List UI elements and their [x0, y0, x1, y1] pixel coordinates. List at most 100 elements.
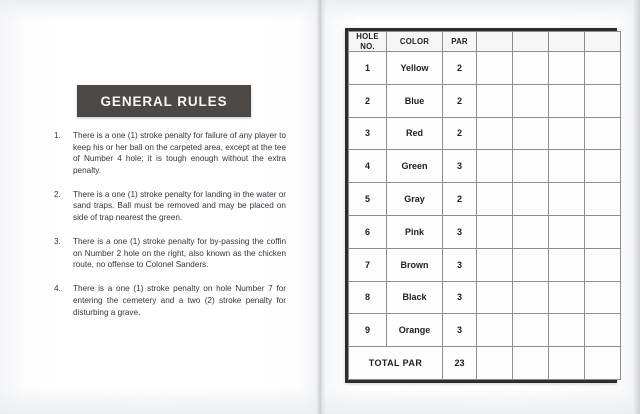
- table-row: 5 Gray 2: [348, 182, 621, 216]
- cell-hole-par: 2: [442, 116, 477, 151]
- header-player-column-1[interactable]: [476, 31, 513, 52]
- cell-score-player-3[interactable]: [548, 214, 585, 249]
- cell-score-player-3[interactable]: [548, 51, 585, 85]
- cell-score-player-1[interactable]: [476, 214, 513, 249]
- cell-total-player-4[interactable]: [584, 346, 621, 380]
- header-player-column-4[interactable]: [584, 31, 621, 52]
- table-header-row: HOLE NO. COLOR PAR: [348, 31, 621, 52]
- cell-score-player-4[interactable]: [584, 313, 621, 348]
- table-row: 1 Yellow 2: [348, 51, 621, 85]
- header-hole-no-line1: HOLE: [356, 32, 379, 41]
- cell-score-player-2[interactable]: [512, 116, 549, 151]
- cell-hole-par: 2: [442, 83, 477, 118]
- cell-total-player-1[interactable]: [476, 346, 513, 380]
- cell-hole-color: Yellow: [386, 51, 443, 85]
- cell-hole-color: Blue: [386, 83, 443, 118]
- cell-score-player-3[interactable]: [548, 280, 585, 315]
- paper-right-edge-shading: [633, 0, 640, 414]
- cell-score-player-2[interactable]: [512, 51, 549, 85]
- cell-score-player-2[interactable]: [512, 313, 549, 348]
- cell-score-player-1[interactable]: [476, 149, 513, 184]
- rule-item: 2. There is a one (1) stroke penalty for…: [54, 189, 286, 224]
- table-body: 1 Yellow 2 2 Blue 2: [348, 51, 621, 380]
- header-par: PAR: [442, 31, 477, 52]
- cell-score-player-2[interactable]: [512, 280, 549, 315]
- cell-score-player-1[interactable]: [476, 83, 513, 118]
- cell-score-player-1[interactable]: [476, 182, 513, 216]
- cell-score-player-1[interactable]: [476, 247, 513, 282]
- total-par-label: TOTAL PAR: [348, 346, 443, 380]
- rule-item: 4. There is a one (1) stroke penalty on …: [54, 283, 286, 318]
- cell-score-player-2[interactable]: [512, 214, 549, 249]
- rule-number: 2.: [54, 189, 61, 199]
- cell-score-player-4[interactable]: [584, 83, 621, 118]
- cell-score-player-4[interactable]: [584, 182, 621, 216]
- header-player-column-2[interactable]: [512, 31, 549, 52]
- cell-score-player-4[interactable]: [584, 214, 621, 249]
- cell-hole-color: Orange: [386, 313, 443, 348]
- table-row: 3 Red 2: [348, 116, 621, 151]
- table-row: 7 Brown 3: [348, 247, 621, 282]
- score-table: HOLE NO. COLOR PAR 1 Yellow 2: [348, 31, 621, 380]
- header-color: COLOR: [386, 31, 443, 52]
- cell-score-player-2[interactable]: [512, 149, 549, 184]
- general-rules-title: GENERAL RULES: [100, 93, 228, 109]
- cell-hole-number: 8: [348, 280, 387, 315]
- score-table-container: HOLE NO. COLOR PAR 1 Yellow 2: [345, 28, 621, 383]
- cell-score-player-3[interactable]: [548, 313, 585, 348]
- cell-score-player-1[interactable]: [476, 313, 513, 348]
- cell-hole-number: 3: [348, 116, 387, 151]
- rule-number: 4.: [54, 284, 61, 294]
- cell-score-player-4[interactable]: [584, 149, 621, 184]
- cell-score-player-3[interactable]: [548, 83, 585, 118]
- rule-text: There is a one (1) stroke penalty for fa…: [73, 131, 286, 175]
- cell-hole-par: 2: [442, 182, 477, 216]
- cell-score-player-4[interactable]: [584, 116, 621, 151]
- rule-item: 3. There is a one (1) stroke penalty for…: [54, 236, 286, 271]
- cell-hole-number: 6: [348, 214, 387, 249]
- cell-hole-number: 9: [348, 313, 387, 348]
- table-row: 9 Orange 3: [348, 313, 621, 348]
- cell-score-player-3[interactable]: [548, 149, 585, 184]
- cell-hole-color: Black: [386, 280, 443, 315]
- table-row: 4 Green 3: [348, 149, 621, 184]
- cell-hole-number: 1: [348, 51, 387, 85]
- header-hole-no: HOLE NO.: [348, 31, 387, 52]
- total-par-row: TOTAL PAR 23: [348, 346, 621, 380]
- cell-hole-color: Red: [386, 116, 443, 151]
- general-rules-banner: GENERAL RULES: [77, 85, 251, 117]
- cell-hole-par: 3: [442, 313, 477, 348]
- cell-score-player-2[interactable]: [512, 83, 549, 118]
- cell-total-player-3[interactable]: [548, 346, 585, 380]
- cell-hole-color: Pink: [386, 214, 443, 249]
- table-row: 8 Black 3: [348, 280, 621, 315]
- table-row: 6 Pink 3: [348, 214, 621, 249]
- rule-item: 1. There is a one (1) stroke penalty for…: [54, 130, 286, 176]
- cell-score-player-1[interactable]: [476, 51, 513, 85]
- cell-score-player-3[interactable]: [548, 116, 585, 151]
- cell-score-player-3[interactable]: [548, 182, 585, 216]
- rules-list: 1. There is a one (1) stroke penalty for…: [54, 130, 286, 331]
- cell-hole-number: 5: [348, 182, 387, 216]
- rule-text: There is a one (1) stroke penalty for by…: [73, 237, 286, 270]
- rule-number: 3.: [54, 237, 61, 247]
- cell-hole-color: Gray: [386, 182, 443, 216]
- cell-score-player-2[interactable]: [512, 247, 549, 282]
- cell-total-player-2[interactable]: [512, 346, 549, 380]
- cell-score-player-3[interactable]: [548, 247, 585, 282]
- cell-hole-number: 7: [348, 247, 387, 282]
- cell-score-player-2[interactable]: [512, 182, 549, 216]
- cell-score-player-4[interactable]: [584, 247, 621, 282]
- general-rules-page: GENERAL RULES 1. There is a one (1) stro…: [0, 0, 316, 414]
- cell-score-player-1[interactable]: [476, 116, 513, 151]
- cell-score-player-4[interactable]: [584, 51, 621, 85]
- center-fold-crease: [316, 0, 326, 414]
- cell-hole-number: 4: [348, 149, 387, 184]
- header-player-column-3[interactable]: [548, 31, 585, 52]
- cell-score-player-4[interactable]: [584, 280, 621, 315]
- total-par-value: 23: [442, 346, 477, 380]
- rule-number: 1.: [54, 131, 61, 140]
- cell-score-player-1[interactable]: [476, 280, 513, 315]
- cell-hole-par: 3: [442, 214, 477, 249]
- rule-text: There is a one (1) stroke penalty for la…: [73, 189, 286, 223]
